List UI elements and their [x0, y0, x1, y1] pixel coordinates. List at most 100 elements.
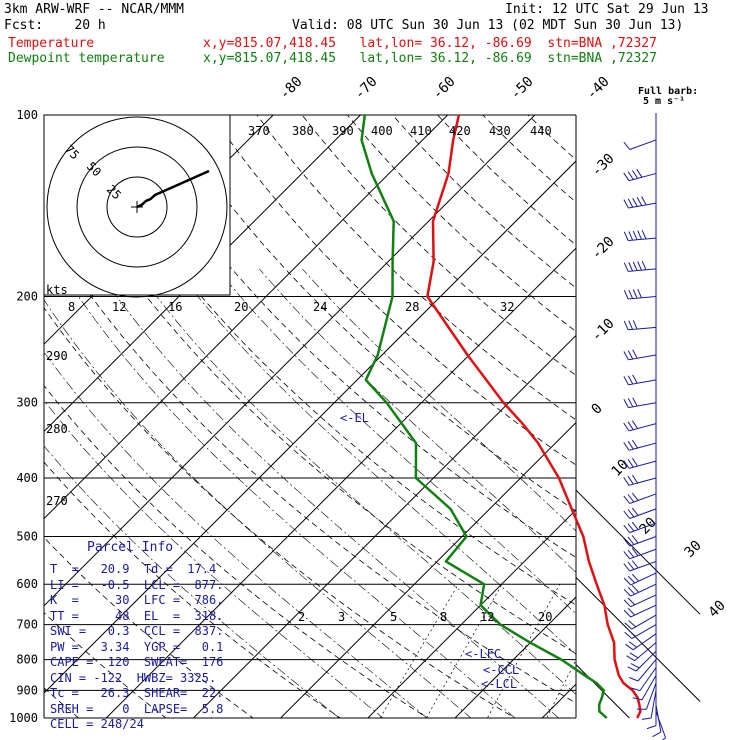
wind-barb — [623, 604, 657, 618]
wind-barb — [630, 667, 657, 692]
wind-barb — [623, 139, 657, 150]
temperature-legend: Temperature — [8, 36, 95, 51]
wind-barb — [623, 420, 657, 432]
parcel-info-row: CELL = 248/24 — [50, 717, 144, 731]
temperature-tick-label: -60 — [430, 74, 459, 103]
temperature-tick-label: -10 — [589, 316, 618, 345]
wind-barb — [629, 659, 657, 682]
isotherm — [367, 509, 576, 718]
theta-label: 420 — [449, 124, 471, 138]
wind-barb — [623, 260, 657, 272]
temperature-tick-label: -40 — [584, 74, 613, 103]
isotherm — [44, 115, 448, 520]
isotherm — [44, 160, 576, 694]
isotherm-extension — [575, 489, 701, 615]
wind-barb — [624, 614, 657, 630]
wind-barb — [623, 169, 657, 182]
moist-adiabat — [302, 268, 576, 532]
temperature-location: x,y=815.07,418.45 lat,lon= 36.12, -86.69… — [203, 36, 657, 51]
level-annotation: <-CCL — [483, 663, 519, 677]
isotherm — [704, 115, 740, 731]
parcel-info-row: TT = 48 EL = 318. — [50, 608, 224, 623]
mixing-ratio-label: 20 — [538, 610, 552, 624]
isotherm — [0, 115, 12, 731]
pressure-tick-label: 600 — [16, 577, 38, 591]
dry-adiabat — [44, 536, 254, 718]
moist-adiabat — [44, 299, 472, 718]
parcel-info-row: SREH = 0 LAPSE= 5.8 — [50, 701, 224, 716]
moist-adiabat — [59, 268, 516, 718]
pressure-tick-label: 800 — [16, 653, 38, 667]
temperature-tick-label: 30 — [682, 538, 705, 561]
moist-adiabat — [135, 268, 576, 695]
wind-barb — [623, 374, 657, 386]
moist-adiabat — [44, 351, 428, 718]
parcel-info-row: T = 20.9 Td = 17.4 — [50, 562, 217, 576]
hodograph-ring — [76, 146, 198, 268]
parcel-info-row: CAPE = 120 SWEAT= 176 — [50, 655, 224, 669]
dry-adiabat — [437, 115, 576, 246]
parcel-info-row: SWI = 0.3 CCL = 837. — [50, 624, 224, 638]
dry-adiabat — [709, 115, 740, 731]
forecast-hour: Fcst: 20 h — [4, 18, 106, 33]
wind-barb — [623, 572, 657, 586]
dry-adiabat — [75, 115, 576, 606]
dry-adiabat — [44, 385, 429, 718]
wind-barb — [627, 650, 657, 672]
temperature-tick-label: 40 — [706, 598, 729, 621]
temperature-tick-label: -50 — [508, 74, 537, 103]
init-time: Init: 12 UTC Sat 29 Jun 13 — [505, 2, 709, 17]
upper-mixing-label: 20 — [234, 300, 248, 314]
pressure-tick-label: 200 — [16, 290, 38, 304]
wind-barb — [623, 230, 657, 241]
isotherm — [44, 115, 536, 607]
dry-adiabat — [44, 225, 576, 704]
wind-barbs: Full barb:5 m s⁻¹ — [623, 86, 698, 740]
mixing-ratio-line — [379, 584, 459, 718]
dry-adiabat — [44, 139, 576, 655]
wind-barb — [623, 583, 657, 597]
moist-adiabat — [96, 268, 560, 718]
mixing-ratio-label: 3 — [338, 610, 345, 624]
mixing-ratio-label: 2 — [298, 610, 305, 624]
temperature-tick-label: -30 — [589, 151, 618, 180]
dry-adiabat — [211, 115, 576, 466]
moist-adiabat — [44, 445, 340, 718]
wind-barb — [623, 547, 657, 560]
hodograph-ring — [106, 176, 168, 238]
isotherm — [617, 115, 740, 731]
dry-adiabat — [572, 115, 576, 119]
moist-adiabat — [259, 268, 576, 573]
chart-plot-area — [360, 114, 642, 719]
upper-mixing-label: 12 — [112, 300, 126, 314]
wind-barb — [623, 474, 657, 486]
dry-adiabat — [44, 307, 516, 718]
level-annotation: <-EL — [340, 411, 369, 425]
parcel-info-row: PW = 3.34 YGP = 0.1 — [50, 639, 224, 654]
dry-adiabat — [664, 115, 740, 731]
upper-mixing-label: 28 — [405, 300, 419, 314]
theta-side-label: 270 — [46, 494, 68, 508]
wind-barb — [623, 457, 657, 469]
parcel-info-title: Parcel Info — [87, 540, 174, 555]
parcel-info-row: CIN = -122 HWBZ= 3325. — [50, 670, 217, 685]
upper-mixing-label: 32 — [500, 300, 514, 314]
wind-barb — [623, 507, 657, 519]
theta-side-label: 290 — [46, 349, 68, 363]
isotherm — [44, 115, 361, 433]
wind-barb-legend-title: Full barb: — [638, 86, 698, 97]
pressure-tick-label: 100 — [16, 108, 38, 122]
mixing-ratio-label: 8 — [440, 610, 447, 624]
theta-label: 440 — [530, 124, 552, 138]
isotherm-extension — [575, 577, 701, 702]
dry-adiabat — [166, 115, 576, 512]
theta-label: 370 — [248, 124, 270, 138]
isotherm — [192, 334, 576, 718]
isotherm — [279, 421, 576, 718]
theta-label: 430 — [489, 124, 511, 138]
temperature-tick-label: -20 — [589, 234, 618, 263]
temperature-tick-label: 0 — [589, 401, 606, 418]
pressure-tick-label: 1000 — [9, 711, 38, 725]
